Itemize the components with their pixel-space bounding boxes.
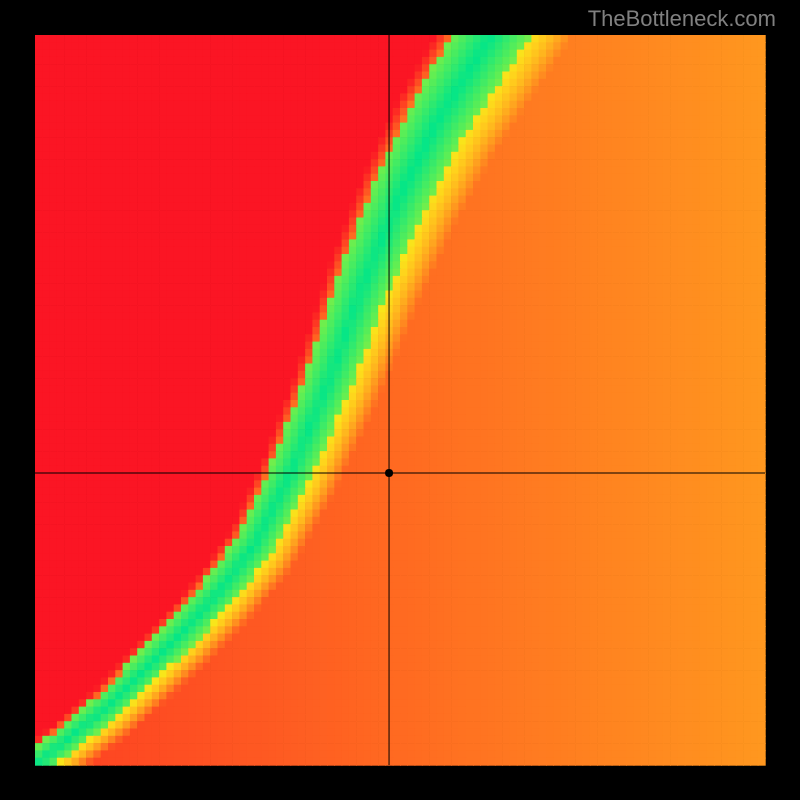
chart-container: TheBottleneck.com <box>0 0 800 800</box>
watermark-text: TheBottleneck.com <box>588 6 776 32</box>
heatmap-canvas <box>0 0 800 800</box>
